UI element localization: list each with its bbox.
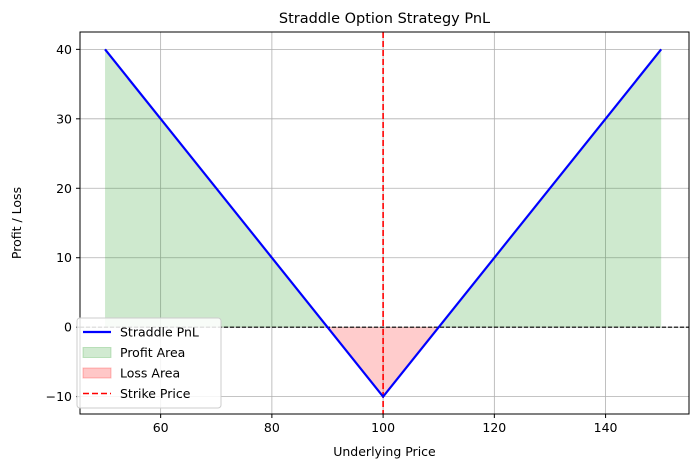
- y-tick-label: 20: [56, 181, 72, 196]
- legend-swatch: [82, 367, 112, 379]
- x-tick-label: 80: [264, 420, 280, 435]
- y-axis-label: Profit / Loss: [9, 187, 24, 259]
- x-tick-label: 120: [482, 420, 506, 435]
- plot-frame: [79, 31, 690, 415]
- chart-title: Straddle Option Strategy PnL: [279, 11, 490, 27]
- legend: Straddle PnL Profit Area Loss Area Strike P…: [76, 317, 222, 409]
- x-tick-label: 60: [153, 420, 169, 435]
- x-tick-label: 100: [371, 420, 395, 435]
- y-tick-label: 0: [64, 320, 72, 335]
- x-axis-label: Underlying Price: [333, 444, 436, 459]
- y-tick-label: −10: [46, 389, 72, 404]
- y-tick-label: 30: [56, 111, 72, 126]
- legend-swatch: [82, 347, 112, 358]
- tick-labels: 60 80 100 120 140 −10 0 10 20 30 40: [46, 42, 618, 435]
- y-tick-label: 40: [56, 42, 72, 57]
- y-tick-label: 10: [56, 250, 72, 265]
- legend-label: Straddle PnL: [120, 325, 199, 340]
- legend-label: Loss Area: [120, 366, 180, 381]
- series-lines: [80, 32, 689, 414]
- legend-label: Strike Price: [120, 386, 191, 401]
- straddle-pnl-line: [104, 48, 663, 399]
- x-tick-label: 140: [594, 420, 618, 435]
- legend-box: [76, 317, 222, 409]
- legend-label: Profit Area: [120, 345, 185, 360]
